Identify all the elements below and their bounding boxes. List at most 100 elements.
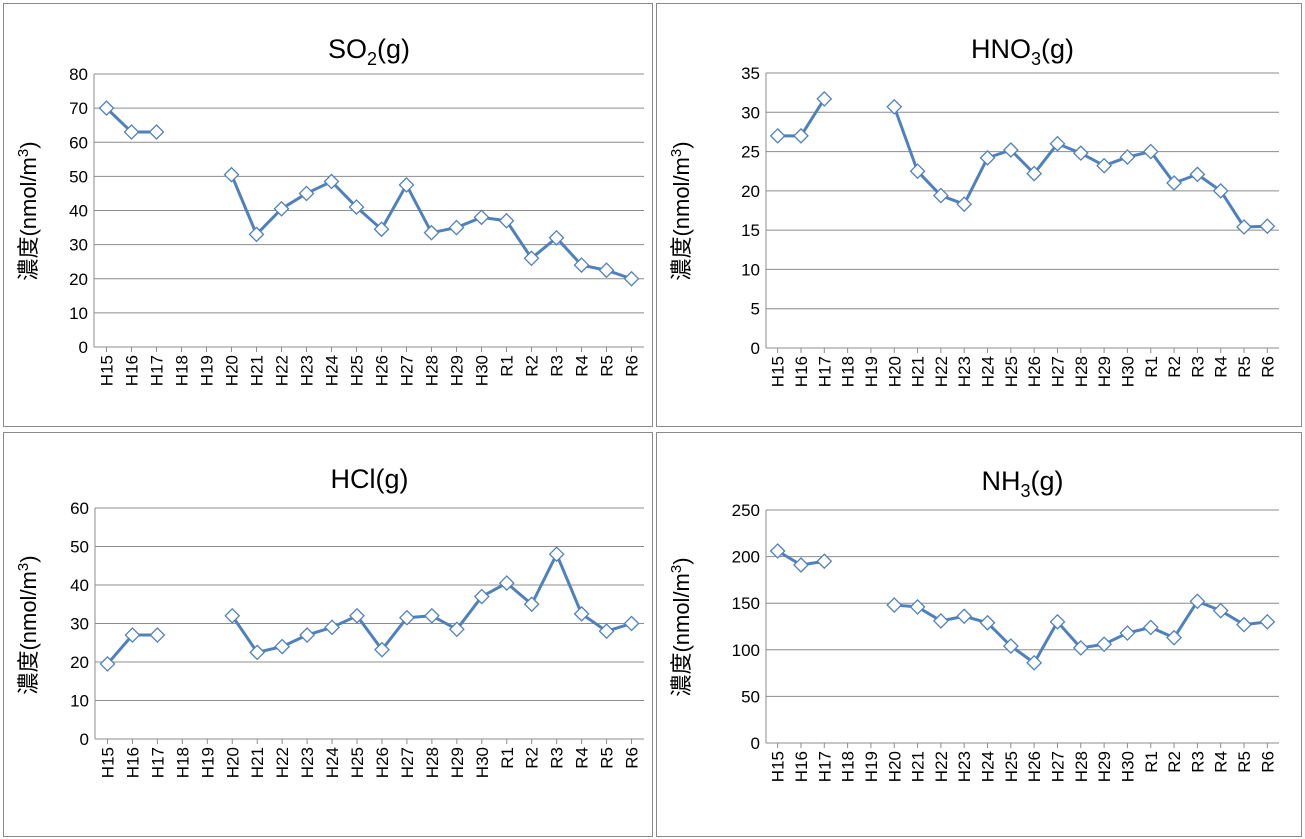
x-tick-label: R1 <box>1142 751 1161 773</box>
y-tick-label: 10 <box>741 260 760 279</box>
data-point-marker <box>248 226 265 243</box>
x-tick-label: R6 <box>1258 751 1277 773</box>
data-point-marker <box>523 596 540 613</box>
x-tick-label: H22 <box>932 751 951 782</box>
x-tick-label: H30 <box>1118 356 1137 387</box>
chart-svg-hcl: HCl(g) 0 10 20 30 40 50 60 H15 H16 H17 H18 H19 H20 H21… <box>15 464 644 778</box>
y-tick-label: 100 <box>732 641 760 660</box>
x-tick-label: H29 <box>448 747 467 778</box>
data-point-marker <box>1002 638 1019 654</box>
data-point-marker <box>1119 149 1136 165</box>
x-tick-label: H28 <box>1072 356 1091 387</box>
x-tick-label: R3 <box>1188 751 1207 773</box>
x-tick-label: H28 <box>423 355 442 386</box>
data-point-marker <box>374 641 390 658</box>
y-tick-label: 20 <box>741 182 760 201</box>
data-point-marker <box>1259 613 1276 630</box>
data-point-marker <box>1236 219 1252 235</box>
y-axis-label: 濃度(nmol/m3) <box>15 141 41 280</box>
chart-title: HCl(g) <box>331 464 409 494</box>
x-tick-label: H17 <box>815 356 834 387</box>
x-tick-label: H21 <box>909 751 928 782</box>
data-point-marker <box>1166 629 1182 646</box>
x-tick-label: H23 <box>298 355 317 386</box>
data-point-marker <box>793 557 809 573</box>
y-tick-label: 70 <box>69 99 88 118</box>
x-tick-label: R5 <box>598 747 617 769</box>
x-tick-label: H26 <box>373 747 392 778</box>
data-point-marker <box>1026 654 1043 671</box>
x-tick-label: H17 <box>815 751 834 782</box>
y-tick-label: 200 <box>732 548 760 567</box>
data-point-marker <box>1119 625 1136 641</box>
x-tick-label: H21 <box>248 747 267 778</box>
data-point-marker <box>399 609 415 626</box>
x-tick-label: H30 <box>1118 751 1137 782</box>
data-point-marker <box>448 621 465 638</box>
y-tick-label: 40 <box>69 202 88 221</box>
y-tick-label: 150 <box>732 594 760 613</box>
x-tick-label: H18 <box>839 356 858 387</box>
data-point-marker <box>623 270 640 287</box>
y-tick-label: 30 <box>741 103 760 122</box>
x-tick-label: R6 <box>623 747 642 769</box>
y-axis-label: 濃度(nmol/m3) <box>668 557 694 696</box>
y-tick-label: 60 <box>70 499 89 518</box>
data-point-marker <box>398 176 415 193</box>
y-tick-label: 10 <box>70 692 89 711</box>
x-tick-label: H20 <box>223 355 242 386</box>
data-point-marker <box>124 627 141 643</box>
x-tick-label: H19 <box>198 747 217 778</box>
y-tick-label: 0 <box>80 730 89 749</box>
x-tick-label: R5 <box>598 355 617 377</box>
data-point-marker <box>299 627 316 643</box>
x-tick-label: H24 <box>323 747 342 778</box>
x-tick-label: R6 <box>1258 356 1277 378</box>
data-point-marker <box>1142 619 1159 636</box>
x-tick-label: H16 <box>123 747 142 778</box>
y-tick-label: 250 <box>732 501 760 520</box>
chart-svg-so2: SO2(g) 0 10 20 30 40 50 60 70 80 H15 H16 H17 H18 H19 H2… <box>15 34 644 386</box>
data-point-marker <box>598 262 615 279</box>
data-point-marker <box>99 656 116 672</box>
chart-title: NH3(g) <box>981 466 1063 501</box>
x-tick-label: H29 <box>448 355 467 386</box>
x-tick-label: H30 <box>473 747 492 778</box>
chart-title: SO2(g) <box>328 34 410 69</box>
x-tick-label: R4 <box>573 747 592 769</box>
y-tick-label: 0 <box>79 338 88 357</box>
data-point-marker <box>148 124 165 140</box>
series-line <box>776 549 1269 665</box>
data-point-marker <box>886 98 903 115</box>
x-tick-label: H24 <box>979 356 998 387</box>
data-point-marker <box>956 608 973 625</box>
y-tick-label: 60 <box>69 133 88 152</box>
data-point-marker <box>323 173 340 190</box>
x-tick-label: H18 <box>173 747 192 778</box>
y-tick-label: 20 <box>70 653 89 672</box>
data-point-marker <box>98 100 115 117</box>
x-tick-label: H22 <box>273 747 292 778</box>
data-point-marker <box>249 644 266 661</box>
y-tick-label: 0 <box>751 339 760 358</box>
data-point-marker <box>324 619 340 636</box>
data-point-marker <box>423 607 440 624</box>
data-point-marker <box>979 149 996 166</box>
data-point-marker <box>1049 613 1066 630</box>
data-point-marker <box>1189 593 1206 610</box>
x-tick-label: H27 <box>1048 356 1067 387</box>
x-tick-label: H23 <box>955 356 974 387</box>
data-point-marker <box>598 623 615 640</box>
data-point-marker <box>886 597 903 613</box>
x-tick-label: H16 <box>792 751 811 782</box>
x-tick-label: R2 <box>523 355 542 377</box>
x-tick-label: H28 <box>1072 751 1091 782</box>
x-tick-label: H29 <box>1095 751 1114 782</box>
data-point-marker <box>373 221 390 238</box>
x-tick-label: H26 <box>1025 751 1044 782</box>
data-point-marker <box>573 605 590 622</box>
data-point-marker <box>1212 602 1229 619</box>
x-tick-label: R1 <box>498 747 517 769</box>
x-tick-label: H15 <box>98 747 117 778</box>
x-tick-label: H18 <box>173 355 192 386</box>
